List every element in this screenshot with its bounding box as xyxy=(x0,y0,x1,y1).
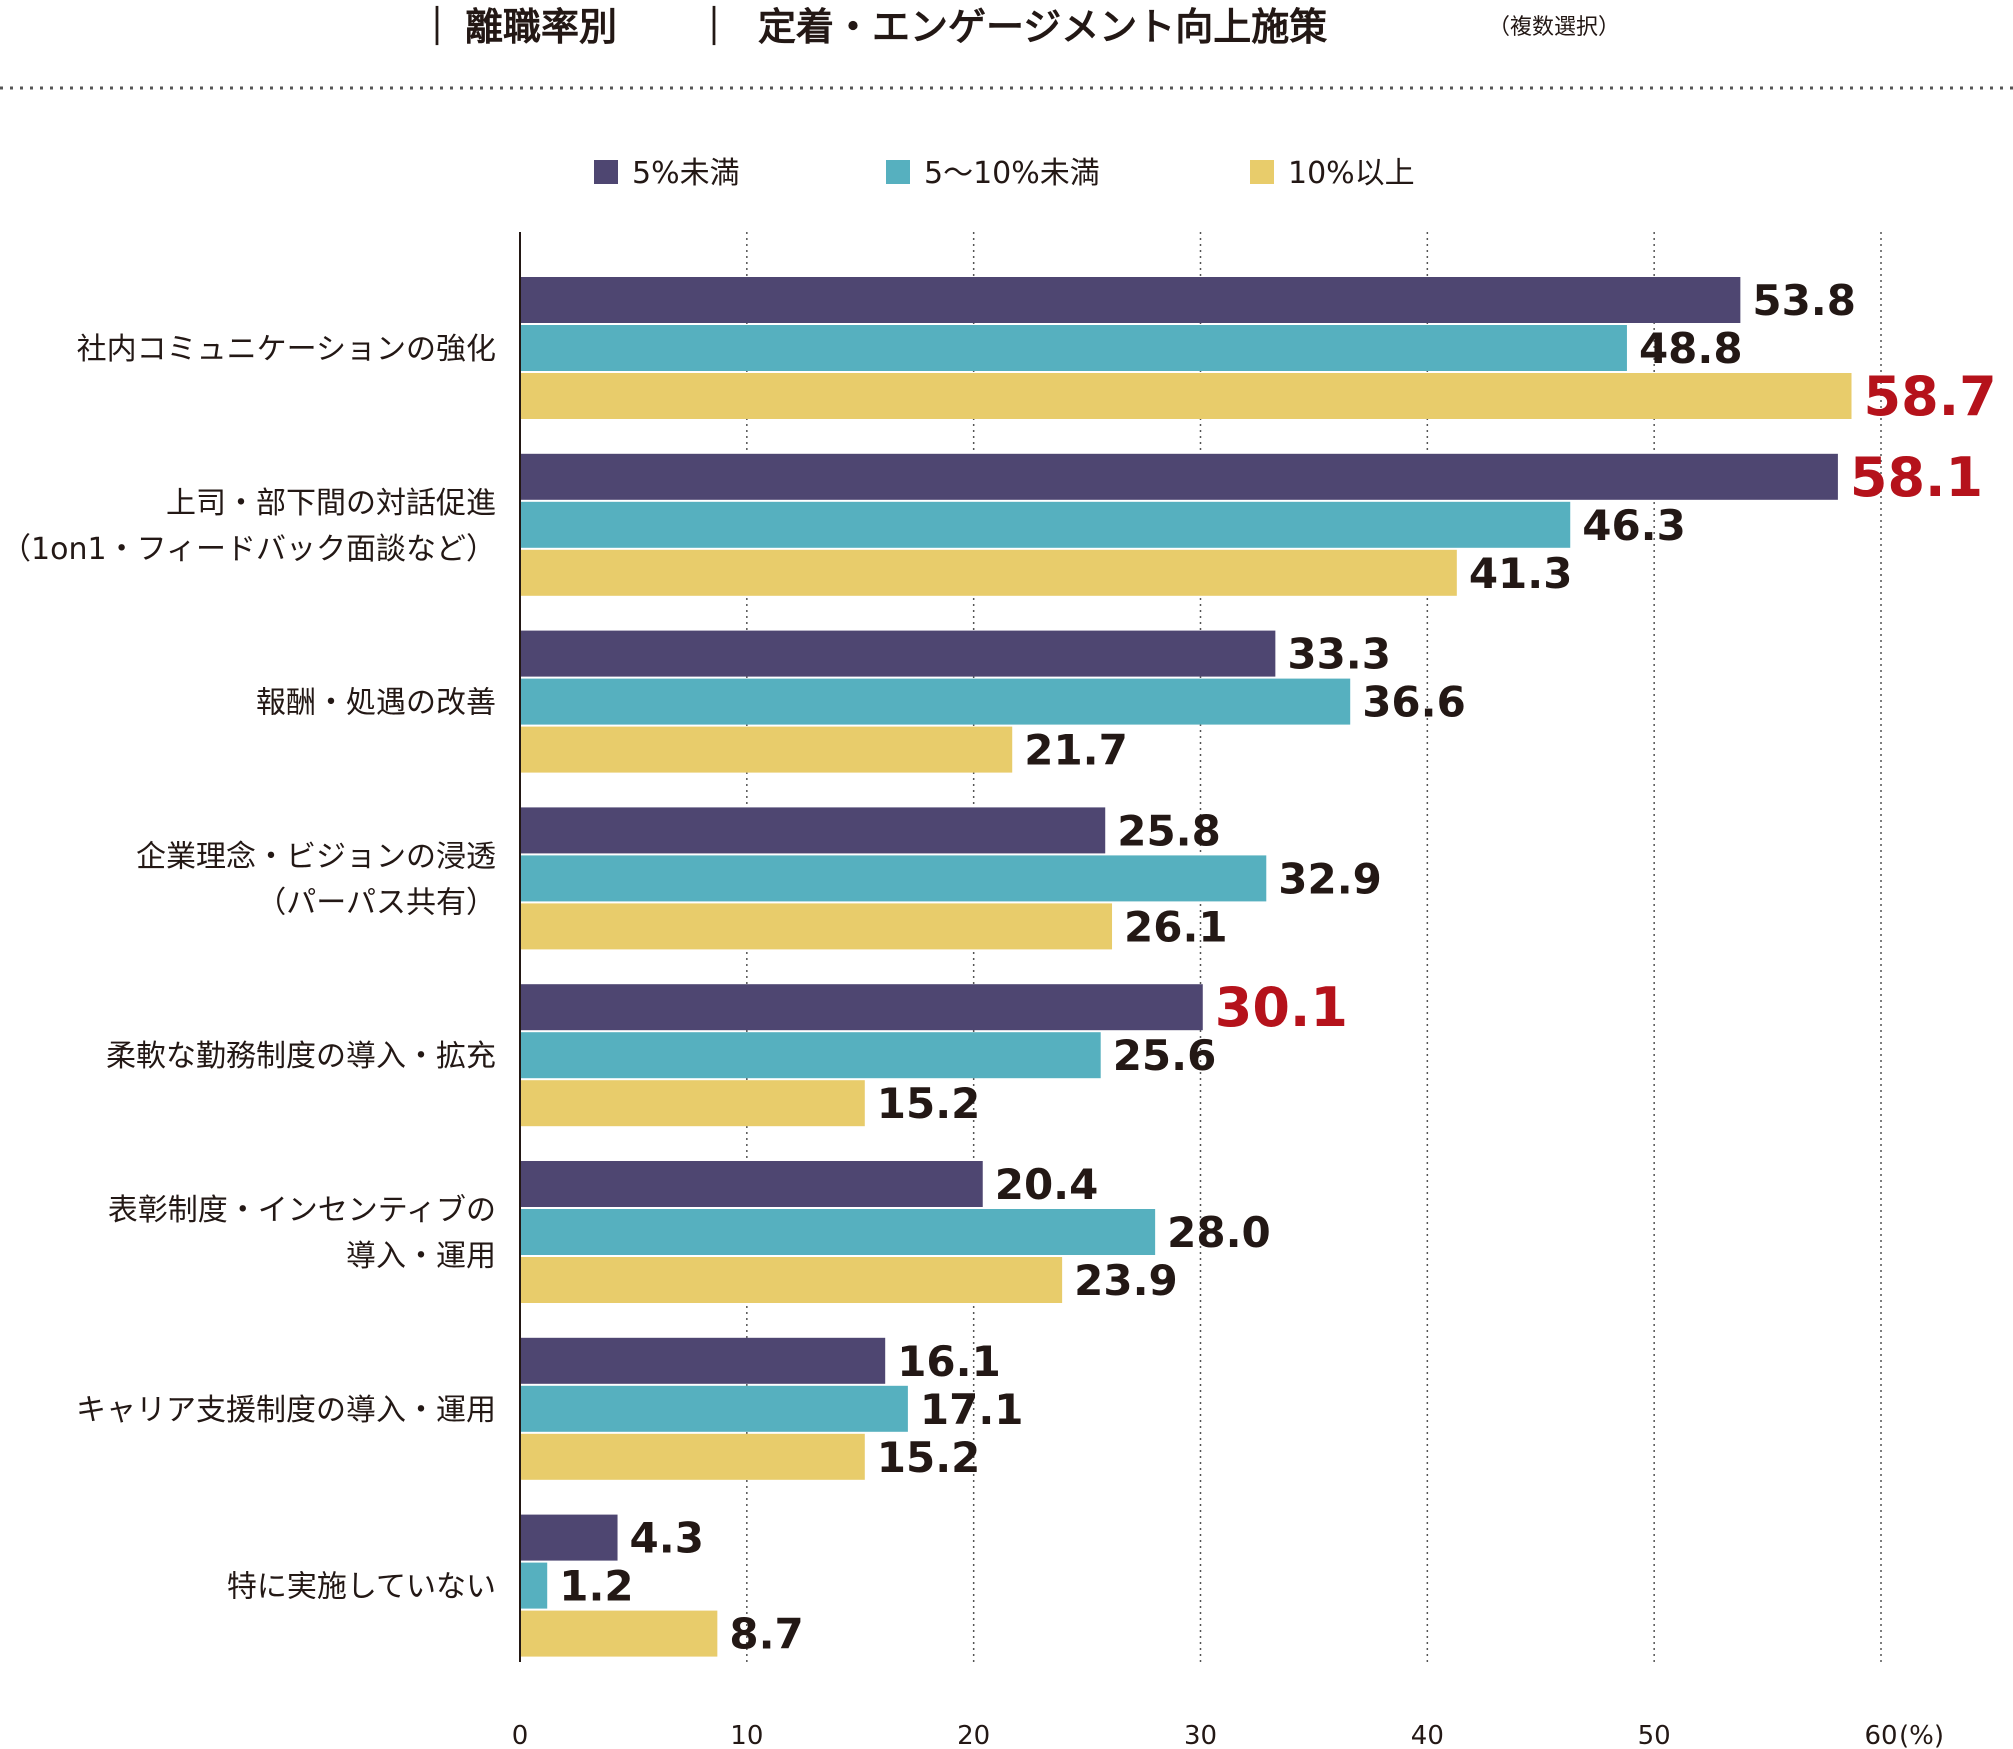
category-label: 企業理念・ビジョンの浸透 xyxy=(136,839,496,874)
category-label: キャリア支援制度の導入・運用 xyxy=(76,1393,496,1428)
data-label: 26.1 xyxy=(1124,902,1228,951)
legend-label: 5%未満 xyxy=(632,156,740,191)
category-label: 導入・運用 xyxy=(346,1239,496,1274)
data-label: 15.2 xyxy=(877,1079,981,1128)
bar xyxy=(520,726,1013,773)
legend-swatch xyxy=(1250,160,1274,184)
data-label: 15.2 xyxy=(877,1433,981,1482)
data-label: 36.6 xyxy=(1362,678,1466,727)
bar xyxy=(520,1385,908,1432)
data-label: 25.6 xyxy=(1113,1031,1217,1080)
chart-title: 定着・エンゲージメント向上施策 xyxy=(758,5,1327,49)
legend-swatch xyxy=(594,160,618,184)
header-separator: ｜ xyxy=(418,5,456,49)
data-label: 16.1 xyxy=(897,1337,1001,1386)
bar xyxy=(520,903,1113,950)
chart-header: ｜ 離職率別 ｜ 定着・エンゲージメント向上施策 （複数選択） xyxy=(418,5,1620,49)
data-label: 20.4 xyxy=(995,1160,1099,1209)
bar xyxy=(520,1610,718,1657)
data-label: 23.9 xyxy=(1074,1256,1178,1305)
category-label: 柔軟な勤務制度の導入・拡充 xyxy=(106,1039,496,1074)
bar xyxy=(520,373,1852,419)
data-label: 58.7 xyxy=(1864,365,1997,428)
bar xyxy=(520,1080,865,1127)
data-label: 41.3 xyxy=(1469,549,1573,598)
header-separator: ｜ xyxy=(695,5,733,49)
bars xyxy=(520,277,1852,1657)
x-axis-unit: (%) xyxy=(1899,1721,1944,1749)
legend-swatch xyxy=(886,160,910,184)
data-label: 25.8 xyxy=(1117,806,1221,855)
x-tick-label: 30 xyxy=(1184,1721,1217,1749)
bar xyxy=(520,1433,865,1480)
legend-label: 5〜10%未満 xyxy=(924,156,1100,191)
bar xyxy=(520,630,1276,677)
category-label: 特に実施していない xyxy=(227,1570,496,1605)
bar xyxy=(520,678,1351,725)
x-tick-label: 40 xyxy=(1411,1721,1444,1749)
category-label: 報酬・処遇の改善 xyxy=(256,686,496,721)
data-label: 53.8 xyxy=(1752,276,1856,325)
bar xyxy=(520,453,1838,500)
legend-label: 10%以上 xyxy=(1288,156,1415,191)
bar xyxy=(520,1209,1156,1255)
data-label: 32.9 xyxy=(1278,854,1382,903)
data-label: 8.7 xyxy=(729,1610,803,1659)
value-labels: 53.848.8 58.7 58.1 46.341.3 33.336.6 21.7 25.8… xyxy=(559,276,1997,1659)
category-label: 表彰制度・インセンティブの xyxy=(108,1193,496,1228)
bar xyxy=(520,855,1267,902)
bar xyxy=(520,549,1457,596)
header-segment-label: 離職率別 xyxy=(465,5,617,49)
data-label: 33.3 xyxy=(1287,630,1391,679)
bar xyxy=(520,501,1571,548)
data-label: 30.1 xyxy=(1215,976,1348,1039)
bar xyxy=(520,277,1741,323)
data-label: 46.3 xyxy=(1582,501,1686,550)
category-label: （1on1・フィードバック面談など） xyxy=(1,532,496,567)
data-label: 48.8 xyxy=(1639,324,1743,373)
x-tick-label: 10 xyxy=(730,1721,763,1749)
bar xyxy=(520,1514,618,1561)
category-label: （パーパス共有） xyxy=(256,885,496,920)
bar xyxy=(520,1032,1101,1079)
data-label: 1.2 xyxy=(559,1562,633,1611)
category-label: 上司・部下間の対話促進 xyxy=(166,486,496,521)
bar xyxy=(520,1337,886,1384)
legend: 5%未満 5〜10%未満 10%以上 xyxy=(594,156,1415,191)
bar xyxy=(520,984,1203,1031)
data-label: 58.1 xyxy=(1850,446,1983,509)
axes: 0 10 20 30 40 50 60 (%) xyxy=(512,232,1944,1749)
bar xyxy=(520,1257,1063,1303)
data-label: 21.7 xyxy=(1024,726,1128,775)
x-tick-label: 60 xyxy=(1864,1721,1897,1749)
data-label: 28.0 xyxy=(1167,1208,1271,1257)
data-label: 4.3 xyxy=(630,1514,704,1563)
bar xyxy=(520,807,1106,854)
category-label: 社内コミュニケーションの強化 xyxy=(77,332,496,367)
x-tick-label: 0 xyxy=(512,1721,529,1749)
bar xyxy=(520,1161,983,1207)
x-tick-label: 20 xyxy=(957,1721,990,1749)
bar xyxy=(520,325,1627,371)
data-label: 17.1 xyxy=(920,1385,1024,1434)
x-tick-label: 50 xyxy=(1638,1721,1671,1749)
chart-subtitle: （複数選択） xyxy=(1488,15,1620,40)
bar xyxy=(520,1562,548,1609)
